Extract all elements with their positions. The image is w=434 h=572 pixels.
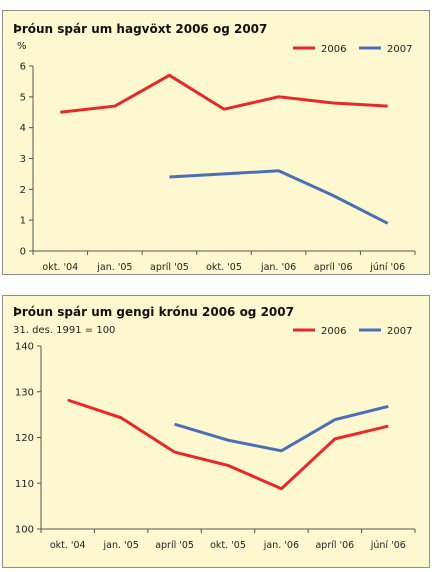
legend-label-2006: 2006 — [321, 44, 346, 55]
chart-svg-gdp-growth: Þróun spár um hagvöxt 2006 og 2007% 2006 2… — [13, 22, 416, 273]
y-unit-label: 31. des. 1991 = 100 — [13, 325, 115, 336]
chart-panel-krona-index: Þróun spár um gengi krónu 2006 og 2007 31… — [2, 295, 430, 568]
x-tick-label: okt. '04 — [50, 540, 86, 551]
y-tick-label: 140 — [15, 342, 34, 353]
y-tick-label: 2 — [20, 185, 26, 196]
chart-svg-krona-index: Þróun spár um gengi krónu 2006 og 2007 31… — [13, 305, 416, 551]
series-line-2006 — [60, 73, 388, 114]
x-tick-label: apríl '06 — [315, 540, 354, 551]
series-line-2007 — [169, 169, 389, 225]
y-tick-label: 100 — [15, 525, 34, 536]
chart-title: Þróun spár um gengi krónu 2006 og 2007 — [13, 305, 294, 319]
legend-label-2007: 2007 — [387, 44, 412, 55]
x-tick-label: okt. '05 — [206, 262, 242, 273]
x-tick-label: jan. '06 — [260, 262, 296, 273]
x-tick-label: okt. '04 — [42, 262, 78, 273]
y-tick-label: 130 — [15, 387, 34, 398]
x-tick-label: apríl '05 — [150, 262, 189, 273]
x-tick-label: júní '06 — [370, 540, 406, 551]
x-tick-label: jan. '05 — [96, 262, 132, 273]
x-tick-label: okt. '05 — [210, 540, 246, 551]
y-tick-label: 4 — [20, 123, 26, 134]
y-tick-label: 1 — [20, 216, 26, 227]
y-tick-label: 3 — [20, 154, 26, 165]
y-unit-label: % — [17, 41, 27, 52]
x-tick-label: jan. '05 — [103, 540, 139, 551]
y-tick-label: 0 — [20, 247, 26, 258]
x-tick-label: júní '06 — [369, 262, 405, 273]
x-tick-label: jan. '06 — [263, 540, 299, 551]
chart-panel-gdp-growth: Þróun spár um hagvöxt 2006 og 2007% 2006 2… — [2, 10, 430, 275]
y-tick-label: 120 — [15, 433, 34, 444]
series-line-2007 — [174, 404, 389, 453]
chart-title: Þróun spár um hagvöxt 2006 og 2007 — [13, 22, 267, 36]
legend-label-2006: 2006 — [321, 326, 346, 337]
legend-label-2007: 2007 — [387, 326, 412, 337]
series-line-2006 — [67, 398, 389, 491]
x-tick-label: apríl '06 — [314, 262, 353, 273]
y-tick-label: 5 — [20, 92, 26, 103]
x-tick-label: apríl '05 — [155, 540, 194, 551]
y-tick-label: 6 — [20, 62, 26, 73]
y-tick-label: 110 — [15, 479, 34, 490]
